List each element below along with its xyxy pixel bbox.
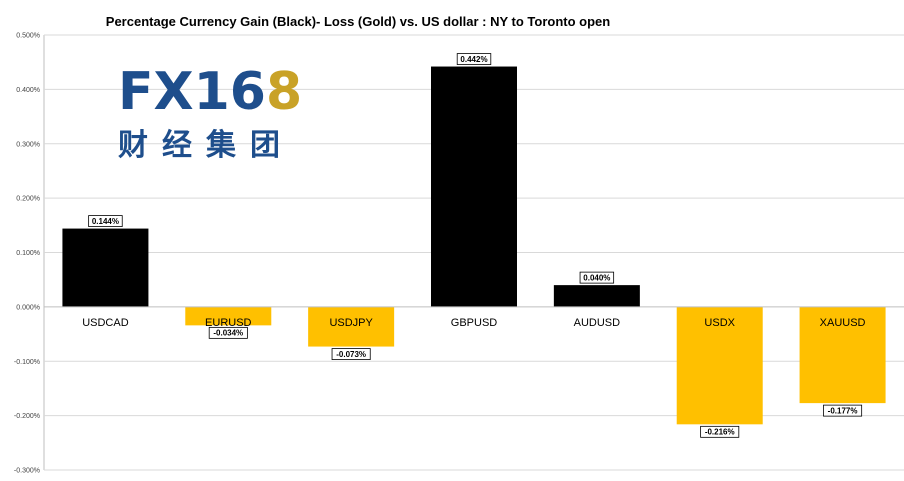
bar-audusd xyxy=(553,285,640,307)
bar-usdx xyxy=(676,306,763,425)
data-label-text: 0.442% xyxy=(460,55,487,64)
data-label-text: -0.216% xyxy=(705,428,735,437)
category-label: AUDUSD xyxy=(574,317,621,329)
bar-gbpusd xyxy=(431,66,517,307)
data-label-box xyxy=(823,404,863,417)
data-label: 0.144% xyxy=(88,215,123,227)
y-tick-label: 0.200% xyxy=(16,196,40,203)
data-label-box xyxy=(456,53,492,65)
category-label: USDCAD xyxy=(82,317,129,329)
data-label-box xyxy=(579,271,615,284)
data-label: 0.040% xyxy=(579,271,615,284)
y-tick-label: -0.100% xyxy=(14,359,40,366)
data-label-box xyxy=(208,326,248,339)
bar-usdjpy xyxy=(308,306,395,347)
category-label: USDJPY xyxy=(329,317,373,329)
data-label-box xyxy=(88,215,123,227)
data-label-text: -0.177% xyxy=(828,406,858,415)
y-tick-label: -0.200% xyxy=(14,413,40,420)
y-tick-label: 0.500% xyxy=(16,33,40,40)
data-label-text: 0.040% xyxy=(583,273,610,282)
plot-area: 0.500% 0.400% 0.300% 0.200% 0.100% 0.000% -0.1… xyxy=(14,33,904,475)
data-label-text: -0.034% xyxy=(213,329,243,338)
data-label: -0.177% xyxy=(823,404,863,417)
data-label-box xyxy=(700,425,740,438)
bar-xauusd xyxy=(799,306,886,404)
data-label-box xyxy=(331,348,371,360)
logo-fx-text: FX168 xyxy=(118,62,302,122)
category-label: USDX xyxy=(704,317,735,329)
logo-fx16: FX16 xyxy=(118,62,266,122)
y-tick-label: -0.300% xyxy=(14,468,40,475)
category-label: XAUUSD xyxy=(820,317,866,329)
logo-chinese-text: 财经集团 xyxy=(118,128,294,163)
y-tick-label: 0.300% xyxy=(16,141,40,148)
category-label: EURUSD xyxy=(205,317,252,329)
bars xyxy=(62,66,886,425)
data-labels: 0.144% -0.034% -0.073% 0.442% 0.040% -0.216% -… xyxy=(88,53,863,438)
y-tick-label: 0.100% xyxy=(16,250,40,257)
fx168-logo: FX168 财经集团 xyxy=(118,62,302,163)
data-label: 0.442% xyxy=(456,53,492,65)
y-tick-labels: 0.500% 0.400% 0.300% 0.200% 0.100% 0.000% -0.1… xyxy=(14,33,40,475)
data-label-text: -0.073% xyxy=(336,350,366,359)
chart-title: Percentage Currency Gain (Black)- Loss (… xyxy=(106,14,610,29)
bar-eurusd xyxy=(185,306,272,326)
data-label: -0.073% xyxy=(331,348,371,360)
data-label-text: 0.144% xyxy=(92,217,119,226)
category-labels: USDCAD EURUSD USDJPY GBPUSD AUDUSD USDX XAUUSD xyxy=(82,317,865,329)
y-tick-label: 0.000% xyxy=(16,304,40,311)
data-label: -0.034% xyxy=(208,326,248,339)
y-tick-label: 0.400% xyxy=(16,87,40,94)
bar-usdcad xyxy=(62,228,149,307)
data-label: -0.216% xyxy=(700,425,740,438)
logo-eight: 8 xyxy=(266,62,302,122)
category-label: GBPUSD xyxy=(451,317,498,329)
